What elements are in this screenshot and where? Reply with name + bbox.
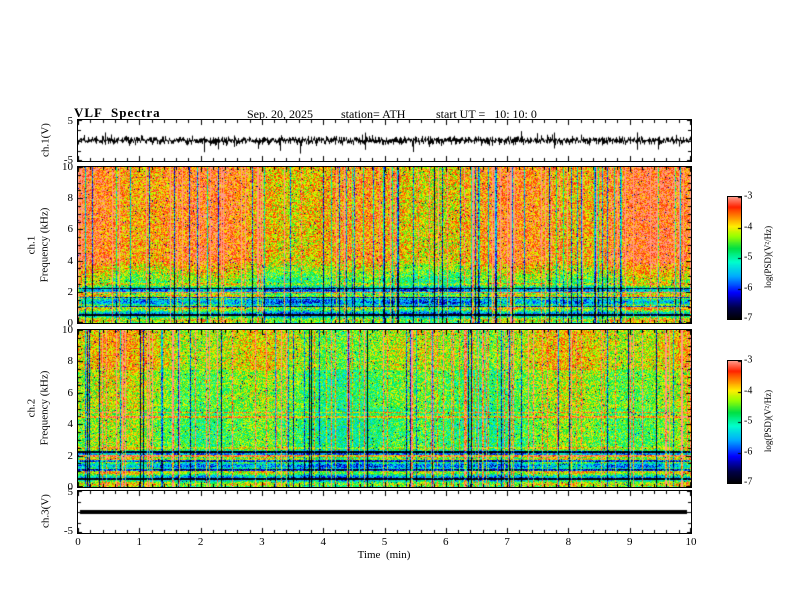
ch1-spec-y-tick-label: 10	[62, 161, 73, 173]
x-tick-label: 4	[320, 536, 326, 548]
station-label: station= ATH	[341, 107, 406, 121]
ch1-spec-ylabel-line1: ch.1	[25, 235, 38, 255]
ch1-spectrogram-panel	[77, 166, 692, 324]
ch1-waveform-ylabel: ch.1(V)	[39, 123, 52, 157]
ch1-spectrogram-ylabel: ch.1 Frequency (kHz)	[25, 208, 50, 283]
x-tick-label: 7	[504, 536, 510, 548]
colorbar2-tick-label: -3	[744, 354, 753, 366]
figure-title: VLF Spectra	[74, 105, 161, 120]
ch1-waveform-panel	[77, 119, 692, 162]
x-tick-label: 10	[685, 536, 697, 548]
x-tick-label: 8	[565, 536, 572, 548]
colorbar1	[727, 196, 742, 320]
ch2-spec-y-tick-label: 0	[67, 481, 74, 493]
colorbar1-tick-label: -3	[744, 190, 753, 202]
ch2-spec-y-tick-label: 10	[62, 324, 73, 336]
x-tick-label: 6	[443, 536, 449, 548]
colorbar2	[727, 360, 742, 484]
x-tick-label: 3	[259, 536, 265, 548]
ch2-spec-y-tick-label: 6	[67, 386, 74, 399]
ch2-spec-ylabel-line1: ch.2	[25, 398, 38, 418]
colorbar1-tick-label: -6	[744, 282, 753, 293]
ch3-waveform-canvas	[78, 491, 691, 533]
ch1-wave-y-tick-label: -5	[63, 154, 73, 166]
ch3-waveform-ylabel: ch.3(V)	[39, 494, 52, 528]
ch1-spec-ylabel-line2: Frequency (kHz)	[38, 207, 50, 283]
colorbar1-tick-label: -4	[744, 221, 753, 232]
ch2-spectrogram-panel	[77, 329, 692, 488]
ch1-waveform-canvas	[78, 120, 691, 161]
start-ut-label: start UT = 10: 10: 0	[436, 107, 537, 121]
ch1-spec-y-tick-label: 4	[67, 254, 74, 267]
colorbar2-tick-label: -4	[744, 385, 753, 396]
ch1-wave-y-tick-label: 5	[67, 115, 74, 127]
colorbar1-label: log(PSD)(V²/Hz)	[762, 225, 773, 289]
x-tick-label: 5	[381, 536, 388, 548]
ch2-spectrogram-ylabel: ch.2 Frequency (kHz)	[25, 371, 50, 446]
time-axis-label: Time (min)	[357, 549, 411, 561]
x-tick-label: 9	[626, 536, 633, 548]
ch1-spec-y-tick-label: 8	[67, 192, 74, 205]
colorbar2-tick-label: -5	[744, 415, 753, 427]
ch1-spectrogram-canvas	[78, 167, 691, 323]
ch3-wave-y-tick-label: 5	[67, 486, 74, 498]
colorbar2-canvas	[728, 361, 741, 483]
ch2-spec-ylabel-line2: Frequency (kHz)	[38, 370, 50, 446]
ch2-spec-y-tick-label: 2	[67, 449, 74, 462]
colorbar1-tick-label: -5	[744, 251, 753, 263]
ch3-waveform-panel	[77, 490, 692, 534]
ch3-wave-y-tick-label: -5	[63, 525, 73, 537]
ch1-spec-y-tick-label: 6	[67, 223, 74, 236]
x-tick-label: 0	[75, 536, 81, 548]
ch2-spec-y-tick-label: 8	[67, 355, 74, 368]
x-tick-label: 2	[197, 536, 204, 548]
ch2-spec-y-tick-label: 4	[67, 418, 74, 431]
colorbar2-tick-label: -7	[744, 476, 753, 488]
colorbar2-tick-label: -6	[744, 446, 753, 457]
date-label: Sep. 20, 2025	[247, 107, 313, 121]
ch2-spectrogram-canvas	[78, 330, 691, 487]
colorbar1-canvas	[728, 197, 741, 319]
colorbar1-tick-label: -7	[744, 312, 753, 324]
ch1-spec-y-tick-label: 0	[67, 317, 74, 329]
ch1-spec-y-tick-label: 2	[67, 285, 74, 298]
colorbar2-label: log(PSD)(V²/Hz)	[762, 389, 773, 453]
x-tick-label: 1	[136, 536, 143, 548]
